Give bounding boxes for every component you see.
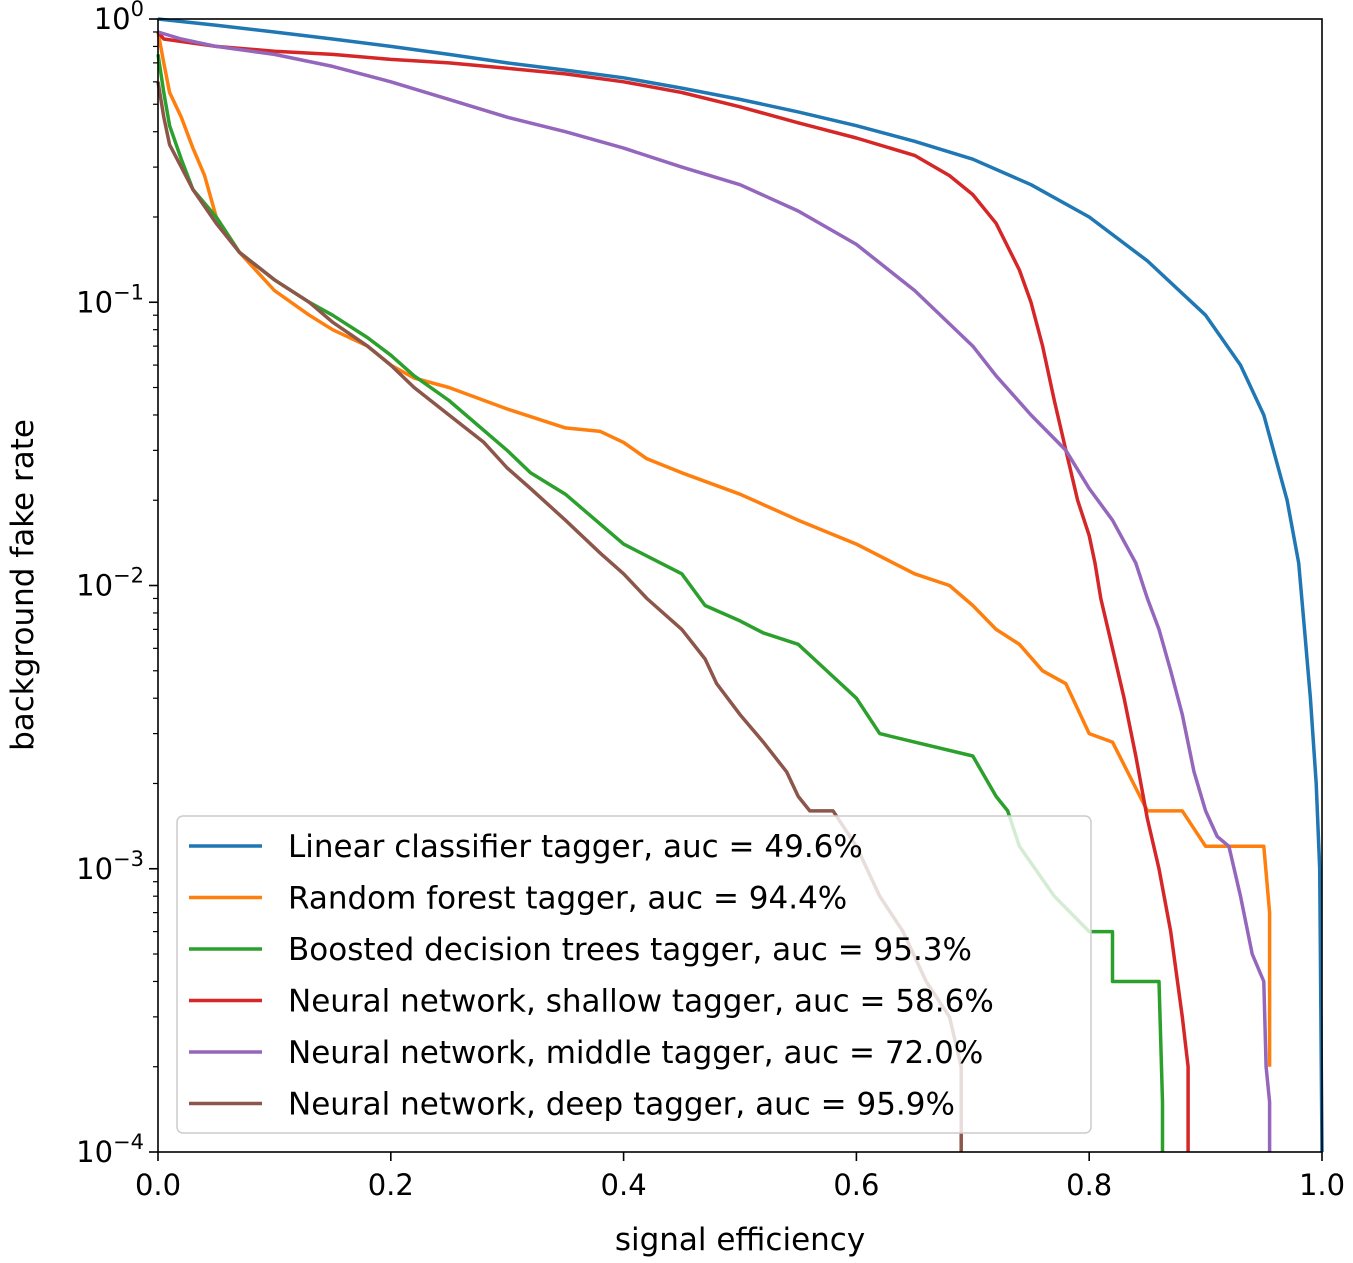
- x-axis-label: signal efficiency: [615, 1222, 865, 1258]
- x-tick-label: 1.0: [1299, 1168, 1345, 1202]
- legend-box: [176, 815, 1092, 1134]
- y-tick-label: 10−1: [76, 280, 144, 319]
- legend-label-4: Neural network, shallow tagger, auc = 58…: [288, 984, 994, 1020]
- x-tick-label: 0.0: [135, 1168, 181, 1202]
- legend-label-5: Neural network, middle tagger, auc = 72.…: [288, 1035, 983, 1071]
- x-tick-label: 0.4: [601, 1168, 647, 1202]
- x-axis: 0.0 0.2 0.4 0.6 0.8 1.0: [135, 1152, 1345, 1202]
- y-tick-label: 10−4: [76, 1130, 144, 1169]
- legend-label-3: Boosted decision trees tagger, auc = 95.…: [288, 932, 972, 968]
- legend: Linear classifier tagger, auc = 49.6% Ran…: [176, 815, 1092, 1134]
- series-line-1: [157, 17, 1324, 1153]
- legend-label-1: Linear classifier tagger, auc = 49.6%: [288, 829, 863, 865]
- y-axis: 100 10−1 10−2 10−3 10−4: [76, 0, 158, 1169]
- y-tick-label: 10−2: [76, 564, 144, 603]
- x-tick-label: 0.6: [833, 1168, 879, 1202]
- legend-label-6: Neural network, deep tagger, auc = 95.9%: [288, 1087, 955, 1123]
- series-line-5: [157, 30, 1272, 1152]
- legend-label-2: Random forest tagger, auc = 94.4%: [288, 881, 847, 917]
- y-axis-label: background fake rate: [5, 419, 41, 751]
- curves-layer: [156, 17, 1324, 1153]
- x-tick-label: 0.2: [368, 1168, 414, 1202]
- y-tick-label: 100: [94, 0, 144, 36]
- y-tick-label: 10−3: [76, 847, 144, 886]
- x-tick-label: 0.8: [1066, 1168, 1112, 1202]
- series-line-4: [156, 30, 1190, 1152]
